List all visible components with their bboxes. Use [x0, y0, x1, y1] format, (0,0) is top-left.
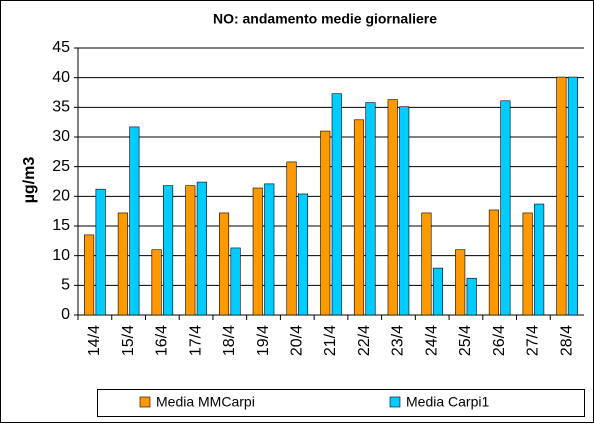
- bar: [84, 234, 95, 316]
- x-tick-label: 28/4: [558, 325, 575, 356]
- x-tick-label: 20/4: [288, 325, 305, 356]
- bar: [432, 267, 444, 316]
- y-tick-label: 0: [61, 306, 70, 323]
- x-tick-label: 18/4: [221, 325, 238, 356]
- bar: [286, 161, 297, 316]
- y-tick-label: 25: [52, 158, 70, 175]
- bar: [466, 277, 477, 316]
- y-axis-label: µg/m3: [21, 157, 38, 204]
- bar: [252, 187, 263, 316]
- bar: [387, 99, 398, 316]
- x-tick-label: 15/4: [120, 325, 137, 356]
- bar: [567, 76, 578, 316]
- x-tick-label: 25/4: [457, 325, 474, 356]
- y-tick-label: 15: [52, 217, 70, 234]
- bar: [117, 212, 128, 316]
- x-tick-label: 14/4: [86, 325, 103, 356]
- y-tick-label: 35: [52, 99, 70, 116]
- x-tick-label: 22/4: [356, 325, 373, 356]
- bar: [455, 249, 466, 316]
- y-tick-label: 30: [52, 128, 70, 145]
- x-tick-label: 27/4: [525, 325, 542, 356]
- bar: [500, 100, 511, 316]
- x-tick-label: 21/4: [322, 325, 339, 356]
- bar: [95, 188, 106, 316]
- bar: [353, 119, 365, 316]
- bar: [331, 93, 342, 316]
- y-tick-label: 5: [61, 277, 70, 294]
- bar: [320, 130, 331, 316]
- bar: [219, 212, 230, 316]
- y-tick-label: 20: [52, 188, 70, 205]
- bar: [185, 185, 196, 316]
- x-tick-label: 26/4: [491, 325, 508, 356]
- legend-swatch: [389, 396, 401, 408]
- bar: [196, 181, 207, 316]
- y-tick-label: 40: [52, 69, 70, 86]
- legend-swatch: [139, 396, 151, 408]
- chart-title: NO: andamento medie giornaliere: [213, 11, 437, 27]
- bar: [129, 126, 140, 316]
- legend-label: Media Carpi1: [406, 394, 489, 410]
- bar: [264, 183, 275, 316]
- bar: [488, 209, 499, 316]
- y-tick-label: 45: [52, 39, 70, 56]
- legend-box: [97, 389, 585, 417]
- x-tick-label: 24/4: [423, 325, 440, 356]
- y-tick-label: 10: [52, 247, 70, 264]
- x-tick-label: 23/4: [390, 325, 407, 356]
- x-tick-label: 16/4: [154, 325, 171, 356]
- bar: [522, 212, 533, 316]
- bar: [556, 76, 567, 316]
- bar: [151, 249, 162, 316]
- legend-label: Media MMCarpi: [156, 394, 255, 410]
- x-tick-label: 17/4: [187, 325, 204, 356]
- bar: [297, 193, 309, 316]
- bar: [534, 203, 545, 316]
- bar: [365, 102, 376, 316]
- bar: [230, 247, 241, 316]
- bar: [421, 212, 432, 316]
- x-tick-label: 19/4: [255, 325, 272, 356]
- bar: [399, 106, 410, 316]
- bar: [163, 185, 174, 316]
